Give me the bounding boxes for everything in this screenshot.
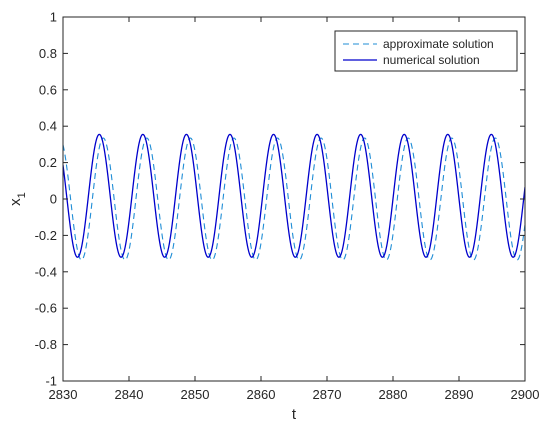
x-tick-label: 2830 bbox=[49, 387, 78, 402]
x-tick-label: 2900 bbox=[511, 387, 540, 402]
legend: approximate solution numerical solution bbox=[334, 30, 518, 72]
legend-label: numerical solution bbox=[383, 53, 480, 67]
series-line-approximate bbox=[63, 137, 525, 261]
x-tick-label: 2890 bbox=[445, 387, 474, 402]
y-tick-label: -0.4 bbox=[35, 264, 57, 279]
y-tick-label: 1 bbox=[50, 10, 57, 25]
x-tick-label: 2860 bbox=[247, 387, 276, 402]
y-axis-label-subscript: 1 bbox=[16, 192, 28, 198]
x-tick-label: 2840 bbox=[115, 387, 144, 402]
y-tick-label: 0.8 bbox=[39, 46, 57, 61]
x-tick-label: 2850 bbox=[181, 387, 210, 402]
y-axis-label: x1 bbox=[7, 192, 28, 206]
x-axis-label: t bbox=[292, 406, 297, 423]
y-tick-label: 0.4 bbox=[39, 119, 57, 134]
y-tick-label: 0.6 bbox=[39, 82, 57, 97]
legend-box bbox=[334, 30, 518, 72]
x-tick-label: 2870 bbox=[313, 387, 342, 402]
y-tick-label: -1 bbox=[45, 374, 57, 389]
y-tick-label: 0.2 bbox=[39, 155, 57, 170]
series-line-numerical bbox=[63, 133, 525, 258]
ticks-layer: 2830 2840 2850 2860 2870 2880 2890 2900 -1 -0.8 -0… bbox=[35, 10, 540, 403]
y-tick-label: -0.2 bbox=[35, 228, 57, 243]
y-tick-label: -0.8 bbox=[35, 337, 57, 352]
legend-label: approximate solution bbox=[383, 37, 494, 51]
x-tick-label: 2880 bbox=[379, 387, 408, 402]
y-tick-label: 0 bbox=[50, 192, 57, 207]
y-axis-label-main: x bbox=[7, 198, 24, 206]
plot-area bbox=[63, 17, 525, 381]
series-layer bbox=[63, 133, 525, 261]
y-tick-label: -0.6 bbox=[35, 301, 57, 316]
